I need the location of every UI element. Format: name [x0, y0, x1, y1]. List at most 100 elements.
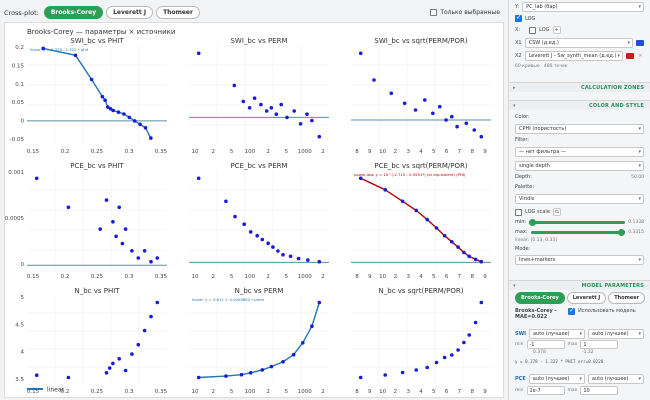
model-tab-brooks-corey[interactable]: Brooks-Corey	[515, 292, 565, 304]
data-point	[400, 370, 405, 375]
x-tick-label: 2	[321, 389, 325, 395]
swi-mode-select-1[interactable]: auto (лучшее)	[528, 329, 585, 339]
swi-eq-row: y = 0.378 - 1.322 * PHIT err=0.0220	[515, 359, 644, 364]
pce-mode-select-1[interactable]: auto (лучшее)	[528, 374, 585, 384]
data-point	[107, 366, 112, 370]
filter-select-row: — нет фильтра —	[515, 147, 644, 157]
x2-row: X2 Leverett J - Sw_synth_mean (д.ед.) ✕	[515, 51, 644, 61]
min-slider[interactable]	[529, 218, 626, 226]
add-x-button[interactable]: +	[552, 26, 561, 34]
log-y-label: LOG	[525, 15, 536, 22]
data-point	[317, 134, 322, 139]
x2-select[interactable]: Leverett J - Sw_synth_mean (д.ед.)	[524, 51, 623, 61]
swi-min-label: min	[515, 342, 524, 347]
max-slider-knob[interactable]	[618, 228, 626, 236]
depth-value: 50.00	[631, 174, 644, 180]
model-tab-leverett-j[interactable]: Leverett J	[566, 292, 607, 304]
section-color-style[interactable]: ▾ COLOR AND STYLE	[509, 100, 650, 110]
x-axis-label: X:	[515, 27, 521, 33]
x-tick-label: 7	[458, 389, 462, 395]
section-calculation-zones[interactable]: ▸ CALCULATION ZONES	[509, 82, 650, 92]
swi-mode-select-2[interactable]: auto (лучшее)	[588, 329, 645, 339]
model-header-row: Brooks-Corey - MAE=0.022 Использовать мо…	[515, 306, 644, 320]
remove-x2-icon[interactable]: ✕	[638, 53, 643, 59]
data-point	[143, 126, 148, 130]
chart-panel: N_bc vs PHIT 0.15 0.2 0.25 0.3 0.35 5 4.5 4 3.5	[15, 287, 167, 395]
pce-min-label: min	[515, 388, 524, 393]
swi-fit-row: 0.378 -1.32	[515, 350, 644, 355]
chart-title: N_bc vs sqrt(PERM/POR)	[379, 287, 464, 295]
x-tick-label: 8	[355, 149, 359, 155]
depth-mode-select[interactable]: single depth	[515, 161, 644, 171]
data-point	[296, 256, 301, 261]
data-point	[239, 372, 244, 377]
linear-range-row: linear: [0.13, 0.33]	[515, 238, 644, 243]
swi-max-label: max	[567, 342, 578, 347]
min-slider-knob[interactable]	[529, 218, 537, 226]
x1-select[interactable]: CSW (д.ед.)	[524, 38, 633, 48]
tab-brooks-corey[interactable]: Brooks-Corey	[43, 6, 104, 19]
data-point	[98, 227, 102, 231]
data-point	[306, 258, 310, 262]
x-tick-label: 8	[355, 389, 359, 395]
data-point	[281, 360, 285, 364]
color-select[interactable]: CPHI (пористость)	[515, 124, 644, 134]
x-tick-label: 8	[470, 274, 474, 280]
data-point	[248, 230, 253, 234]
use-model-checkbox[interactable]	[568, 306, 575, 315]
x-tick-label: 9	[368, 149, 372, 155]
data-point	[288, 254, 293, 259]
max-slider[interactable]	[530, 228, 626, 236]
tab-thomeer[interactable]: Thomeer	[156, 6, 200, 19]
x-tick-label: 5	[432, 274, 436, 280]
section-model-parameters[interactable]: ▾ MODEL PARAMETERS	[509, 280, 650, 290]
only-selected-checkbox[interactable]	[430, 9, 438, 16]
y-axis-select[interactable]: PC_lab (бар)	[522, 2, 644, 12]
pce-min-input[interactable]: 1e-7	[526, 386, 565, 395]
chart-title: N_bc vs PERM	[235, 287, 284, 295]
data-point	[224, 374, 228, 378]
y-tick-label: 0.001	[8, 170, 24, 176]
x2-color-swatch[interactable]	[626, 53, 634, 59]
model-tab-thomeer[interactable]: Thomeer	[608, 292, 646, 304]
data-point	[111, 108, 115, 113]
x-tick-label: 100	[245, 274, 256, 280]
filter-select[interactable]: — нет фильтра —	[515, 147, 644, 157]
swi-max-input[interactable]: 1	[580, 340, 619, 349]
only-selected-label: Только выбранные	[440, 9, 500, 16]
min-row: min: 0.1338	[515, 218, 644, 226]
data-point	[462, 250, 466, 255]
pce-max-input[interactable]: 10	[580, 386, 619, 395]
log-scale-toggle[interactable]: ⇆	[552, 208, 561, 216]
y-tick-label: 0.1	[15, 82, 24, 88]
data-point	[414, 368, 419, 372]
data-point	[423, 98, 427, 102]
data-point	[242, 222, 246, 226]
pce-mode-select-2[interactable]: auto (лучшее)	[587, 374, 644, 384]
data-point	[89, 77, 94, 82]
chart-panel: SWI_bc vs PHIT linear: y = 0.378 - 1.322 …	[10, 37, 168, 155]
log-x-checkbox[interactable]	[529, 26, 537, 34]
log-y-checkbox[interactable]	[515, 13, 522, 22]
palette-select[interactable]: Viridis	[515, 194, 644, 204]
data-point	[372, 78, 376, 82]
depth-row: Depth: 50.00	[515, 174, 644, 180]
x-tick-label: 7	[458, 149, 462, 155]
tab-leverett-j[interactable]: Leverett J	[106, 6, 154, 19]
x1-color-swatch[interactable]	[636, 40, 644, 46]
data-point	[224, 199, 228, 204]
min-value: 0.1338	[628, 219, 644, 225]
data-point	[266, 241, 271, 246]
mode-select[interactable]: lines+markers	[515, 255, 644, 265]
x1-label: X1	[515, 40, 522, 46]
x-tick-label: 10	[192, 274, 199, 280]
chevron-down-icon: ▾	[513, 282, 516, 289]
data-point	[442, 233, 447, 238]
swi-min-input[interactable]: -1	[526, 340, 565, 349]
x-tick-label: 10	[379, 149, 386, 155]
only-selected-toggle[interactable]: Только выбранные	[430, 9, 500, 16]
chart-title: SWI_bc vs PERM	[230, 37, 287, 45]
log-scale-checkbox[interactable]	[515, 208, 522, 216]
data-point	[130, 352, 134, 356]
model-title: Brooks-Corey - MAE=0.022	[515, 308, 557, 320]
